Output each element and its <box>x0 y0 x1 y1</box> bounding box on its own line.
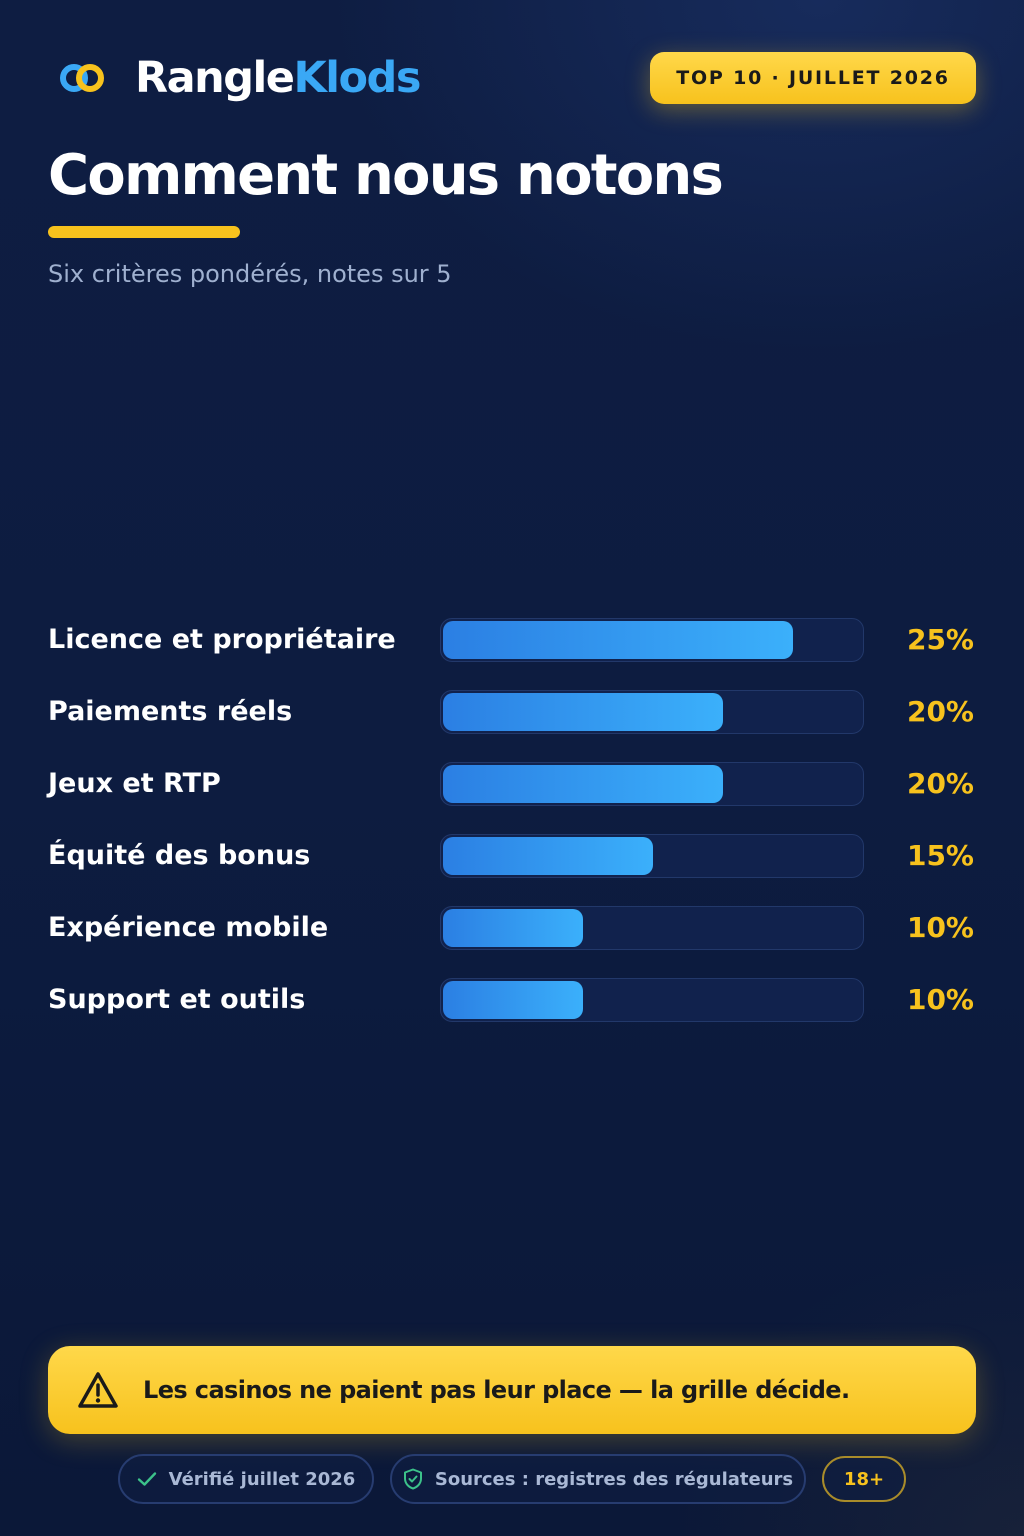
bar-track <box>440 978 864 1022</box>
page-subtitle: Six critères pondérés, notes sur 5 <box>48 260 452 288</box>
sources-pill: Sources : registres des régulateurs <box>390 1454 806 1504</box>
chart-row: Support et outils 10% <box>0 978 1024 1022</box>
weight-value: 15% <box>906 839 974 872</box>
chart-row: Jeux et RTP 20% <box>0 762 1024 806</box>
bar-track <box>440 618 864 662</box>
criteria-weight-chart: Licence et propriétaire 25% Paiements réel… <box>0 618 1024 1028</box>
bar-track <box>440 690 864 734</box>
chart-row: Licence et propriétaire 25% <box>0 618 1024 662</box>
brand-name-part2: Klods <box>293 53 421 103</box>
criterion-label: Support et outils <box>48 984 306 1015</box>
chart-row: Paiements réels 20% <box>0 690 1024 734</box>
page-title: Comment nous notons <box>48 143 724 208</box>
weight-value: 20% <box>906 767 974 800</box>
bar-fill <box>443 837 653 875</box>
warning-triangle-icon <box>78 1372 118 1408</box>
criterion-label: Équité des bonus <box>48 840 311 871</box>
bar-fill <box>443 693 723 731</box>
brand-name-part1: Rangle <box>135 53 295 103</box>
age-restriction-badge: 18+ <box>822 1456 906 1502</box>
weight-value: 25% <box>906 623 974 656</box>
top10-badge: TOP 10 · JUILLET 2026 <box>650 52 976 104</box>
verified-pill: Vérifié juillet 2026 <box>118 1454 374 1504</box>
bar-fill <box>443 909 583 947</box>
weight-value: 20% <box>906 695 974 728</box>
check-icon <box>137 1472 156 1486</box>
criterion-label: Paiements réels <box>48 696 293 727</box>
bar-fill <box>443 621 793 659</box>
verified-label: Vérifié juillet 2026 <box>168 1468 356 1490</box>
disclaimer-text: Les casinos ne paient pas leur place — l… <box>143 1376 850 1404</box>
brand-name: RangleKlods <box>135 52 421 104</box>
disclaimer-banner: Les casinos ne paient pas leur place — l… <box>48 1346 976 1434</box>
bar-track <box>440 906 864 950</box>
bar-track <box>440 834 864 878</box>
shield-check-icon <box>403 1468 422 1490</box>
bar-fill <box>443 981 583 1019</box>
criterion-label: Jeux et RTP <box>48 768 221 799</box>
weight-value: 10% <box>906 983 974 1016</box>
criterion-label: Expérience mobile <box>48 912 329 943</box>
sources-label: Sources : registres des régulateurs <box>434 1468 794 1490</box>
bar-track <box>440 762 864 806</box>
title-underline <box>48 226 240 238</box>
double-ring-logo-icon <box>60 64 104 92</box>
weight-value: 10% <box>906 911 974 944</box>
chart-row: Expérience mobile 10% <box>0 906 1024 950</box>
criterion-label: Licence et propriétaire <box>48 624 396 655</box>
bar-fill <box>443 765 723 803</box>
chart-row: Équité des bonus 15% <box>0 834 1024 878</box>
